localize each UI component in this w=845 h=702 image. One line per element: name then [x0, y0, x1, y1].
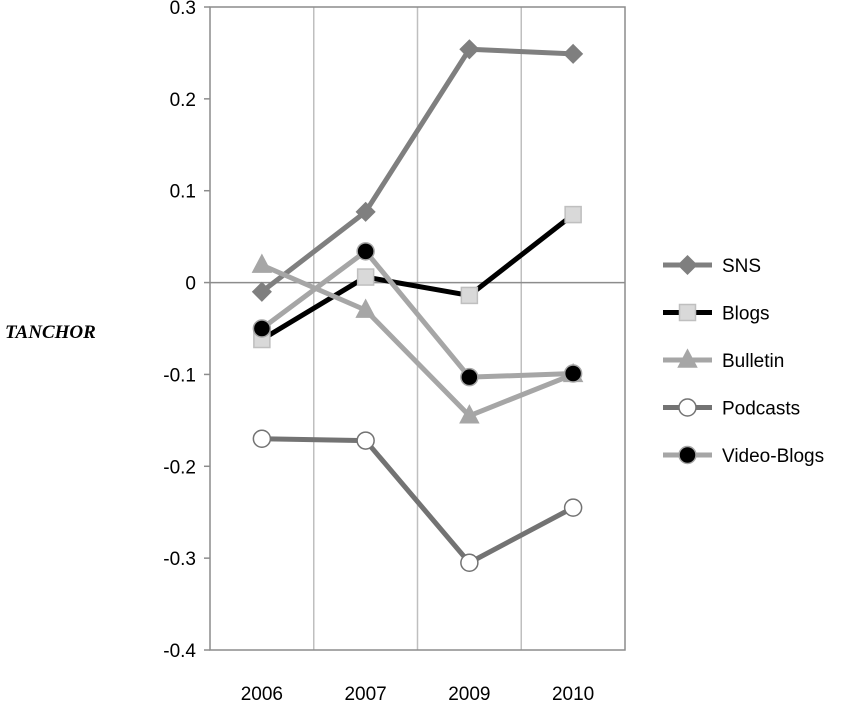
data-point-video-blogs	[460, 367, 479, 387]
legend-swatch-marker	[678, 445, 697, 465]
y-tick-label: 0.3	[170, 0, 196, 19]
y-axis-label: TANCHOR	[5, 322, 96, 343]
y-tick-label: 0.2	[170, 90, 196, 111]
data-point-bulletin	[355, 298, 376, 318]
data-point-sns	[251, 281, 272, 302]
legend-entry-sns: SNS	[663, 254, 761, 277]
axes	[204, 6, 626, 651]
y-tick-label: 0	[185, 274, 196, 295]
data-point-podcasts	[252, 429, 272, 448]
data-point-blogs	[564, 205, 582, 224]
series-lines	[251, 39, 584, 572]
data-point-sns	[459, 39, 480, 60]
legend-swatch-marker	[677, 254, 698, 276]
legend-label: SNS	[722, 256, 761, 277]
series-line-blogs	[260, 212, 575, 342]
legend-label: Bulletin	[722, 351, 784, 372]
tick-labels: 0.3 0.2 0.1 0 -0.1 -0.2 -0.3 -0.4 2006 2007 2009 20…	[163, 0, 594, 702]
y-tick-label: -0.3	[163, 549, 196, 570]
legend-entry-video-blogs: Video-Blogs	[663, 445, 824, 467]
data-point-video-blogs	[252, 319, 272, 338]
series-line-sns	[260, 46, 574, 294]
data-point-podcasts	[356, 431, 375, 450]
y-tick-label: 0.1	[170, 182, 196, 203]
data-point-sns	[355, 201, 376, 222]
plot-area-border	[209, 6, 626, 651]
legend: SNS Blogs Bulletin Podcasts Video-Blogs	[663, 254, 824, 467]
data-point-bulletin	[251, 253, 273, 273]
legend-label: Podcasts	[722, 399, 800, 420]
legend-label: Blogs	[722, 304, 770, 325]
series-line-podcasts	[261, 436, 575, 566]
series-video-blogs	[252, 242, 583, 387]
series-sns	[251, 39, 584, 302]
x-tick-label: 2006	[241, 684, 283, 702]
x-tick-label: 2009	[448, 684, 490, 702]
data-point-blogs	[460, 286, 479, 305]
legend-entry-bulletin: Bulletin	[663, 348, 784, 372]
legend-swatch-marker	[678, 303, 697, 322]
legend-label: Video-Blogs	[722, 446, 824, 467]
x-tick-label: 2007	[344, 684, 386, 702]
data-point-podcasts	[460, 553, 479, 572]
grid-lines	[313, 7, 522, 650]
legend-swatch-marker	[677, 348, 698, 368]
data-point-blogs	[356, 268, 375, 286]
data-point-bulletin	[459, 404, 480, 424]
series-blogs	[253, 205, 582, 349]
y-tick-label: -0.4	[163, 641, 196, 662]
y-tick-label: -0.2	[163, 457, 196, 478]
data-point-video-blogs	[356, 242, 375, 261]
legend-entry-blogs: Blogs	[663, 304, 770, 325]
series-line-video-blogs	[260, 248, 574, 380]
x-tick-label: 2010	[552, 684, 594, 702]
data-point-sns	[563, 43, 584, 64]
series-podcasts	[252, 429, 583, 572]
legend-entry-podcasts: Podcasts	[663, 398, 800, 420]
data-point-video-blogs	[563, 364, 583, 383]
data-point-podcasts	[563, 498, 583, 517]
legend-swatch-marker	[678, 398, 697, 417]
y-tick-label: -0.1	[163, 365, 196, 386]
